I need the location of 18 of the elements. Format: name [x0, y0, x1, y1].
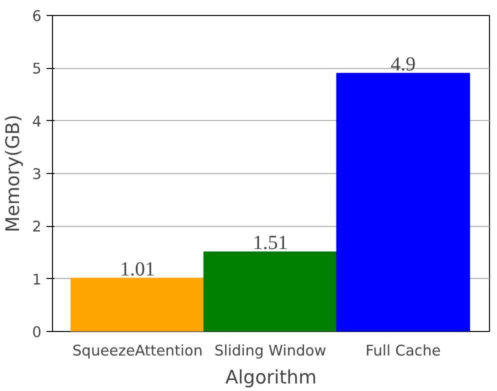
x-tick-label: SqueezeAttention — [72, 342, 203, 360]
y-tick-label: 1 — [32, 271, 42, 288]
data-label: 1.51 — [252, 232, 288, 254]
y-tick-label: 3 — [32, 166, 42, 183]
x-axis-title: Algorithm — [225, 368, 317, 388]
x-tick-label: Full Cache — [366, 342, 441, 360]
bar — [203, 251, 338, 332]
y-tick-label: 5 — [32, 60, 42, 78]
y-tick-label: 0 — [32, 324, 42, 341]
data-label: 1.01 — [120, 258, 156, 280]
bar — [336, 72, 470, 332]
y-tick-label: 6 — [32, 8, 42, 25]
bar — [70, 278, 204, 332]
x-tick-label: Sliding Window — [214, 342, 326, 360]
data-label: 4.9 — [390, 53, 416, 76]
y-axis-title: Memory(GB) — [3, 114, 24, 232]
y-tick-label: 2 — [32, 218, 42, 236]
y-tick-label: 4 — [32, 113, 42, 130]
